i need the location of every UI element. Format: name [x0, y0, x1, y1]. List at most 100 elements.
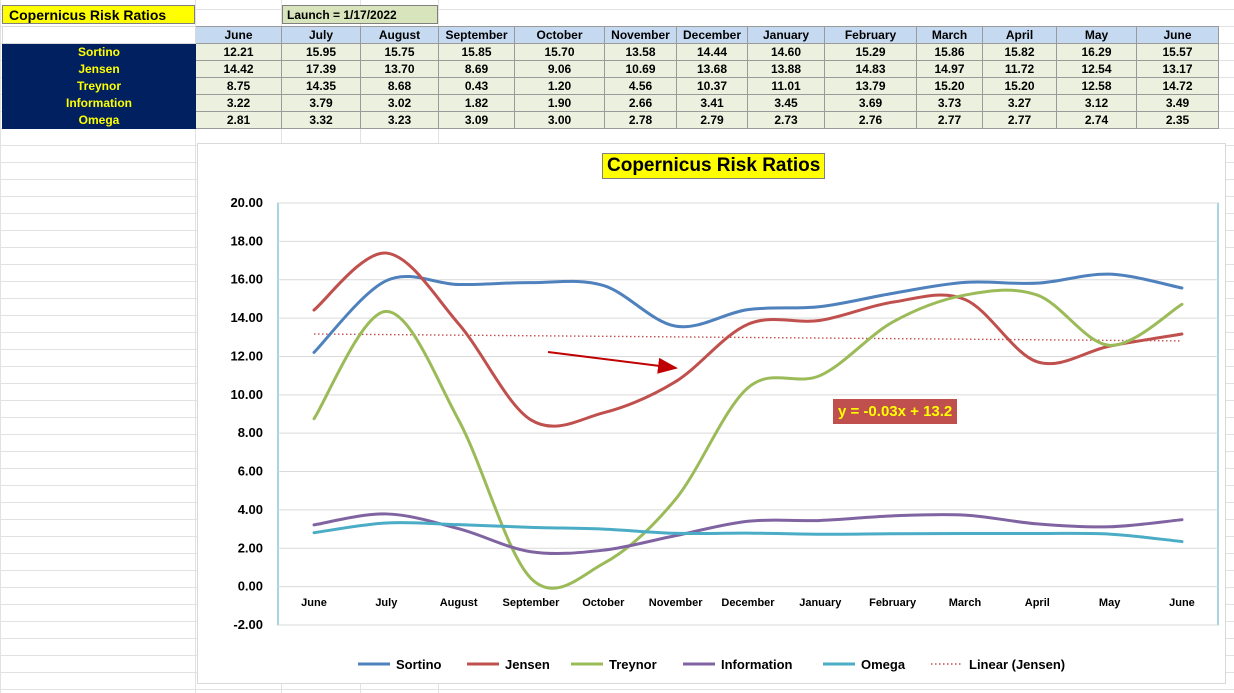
x-tick-label: September — [503, 597, 561, 609]
value-cell[interactable]: 15.70 — [514, 43, 605, 61]
value-cell[interactable]: 15.85 — [438, 43, 515, 61]
value-cell[interactable]: 13.17 — [1136, 60, 1219, 78]
value-cell[interactable]: 12.58 — [1056, 77, 1137, 95]
legend-label: Information — [721, 657, 793, 672]
value-cell[interactable]: 0.43 — [438, 77, 515, 95]
value-cell[interactable]: 1.90 — [514, 94, 605, 112]
trendline-jensen — [313, 333, 1182, 342]
month-header-cell[interactable]: June — [195, 26, 282, 44]
x-tick-label: March — [949, 597, 982, 609]
value-cell[interactable]: 3.00 — [514, 111, 605, 129]
month-header-cell[interactable]: November — [604, 26, 677, 44]
month-header-row: June July August September October November De… — [2, 26, 1219, 44]
value-cell[interactable]: 3.32 — [281, 111, 361, 129]
series-line-jensen — [312, 251, 1184, 428]
plot-area-border — [277, 202, 1219, 626]
y-tick-label: 0.00 — [238, 579, 263, 594]
value-cell[interactable]: 15.75 — [360, 43, 439, 61]
x-tick-label: November — [649, 597, 704, 609]
month-header-cell[interactable]: February — [824, 26, 917, 44]
table-row: Omega 2.81 3.32 3.23 3.09 3.00 2.78 2.79 2.73 2.7… — [2, 111, 1219, 129]
value-cell[interactable]: 3.23 — [360, 111, 439, 129]
value-cell[interactable]: 10.37 — [676, 77, 748, 95]
value-cell[interactable]: 2.74 — [1056, 111, 1137, 129]
value-cell[interactable]: 8.75 — [195, 77, 282, 95]
value-cell[interactable]: 3.22 — [195, 94, 282, 112]
month-header-cell[interactable]: October — [514, 26, 605, 44]
value-cell[interactable]: 2.81 — [195, 111, 282, 129]
value-cell[interactable]: 3.69 — [824, 94, 917, 112]
value-cell[interactable]: 16.29 — [1056, 43, 1137, 61]
y-tick-label: 8.00 — [238, 425, 263, 440]
x-tick-label: May — [1099, 597, 1121, 609]
table-row: Information 3.22 3.79 3.02 1.82 1.90 2.66 3.41 3… — [2, 94, 1219, 112]
value-cell[interactable]: 11.72 — [982, 60, 1057, 78]
value-cell[interactable]: 15.29 — [824, 43, 917, 61]
chart-area[interactable] — [197, 143, 1226, 684]
value-cell[interactable]: 2.35 — [1136, 111, 1219, 129]
x-tick-label: February — [869, 597, 917, 609]
month-header-cell[interactable]: June — [1136, 26, 1219, 44]
value-cell[interactable]: 13.68 — [676, 60, 748, 78]
series-line-sortino — [312, 272, 1184, 354]
month-header-cell[interactable]: January — [747, 26, 825, 44]
value-cell[interactable]: 3.02 — [360, 94, 439, 112]
value-cell[interactable]: 10.69 — [604, 60, 677, 78]
value-cell[interactable]: 13.70 — [360, 60, 439, 78]
value-cell[interactable]: 12.54 — [1056, 60, 1137, 78]
sheet-title-cell[interactable]: Copernicus Risk Ratios — [2, 5, 195, 24]
y-tick-label: 20.00 — [230, 195, 263, 210]
value-cell[interactable]: 15.20 — [916, 77, 983, 95]
series-line-treynor — [312, 288, 1184, 590]
y-tick-label: 14.00 — [230, 310, 263, 325]
value-cell[interactable]: 2.77 — [916, 111, 983, 129]
value-cell[interactable]: 11.01 — [747, 77, 825, 95]
month-header-cell[interactable]: September — [438, 26, 515, 44]
value-cell[interactable]: 2.79 — [676, 111, 748, 129]
series-line-omega — [312, 521, 1184, 544]
row-label-cell[interactable]: Omega — [2, 111, 196, 129]
month-header-cell[interactable]: December — [676, 26, 748, 44]
x-tick-label: July — [375, 597, 398, 609]
value-cell[interactable]: 14.97 — [916, 60, 983, 78]
y-tick-label: 4.00 — [238, 502, 263, 517]
value-cell[interactable]: 3.12 — [1056, 94, 1137, 112]
value-cell[interactable]: 3.45 — [747, 94, 825, 112]
legend-label: Jensen — [505, 657, 550, 672]
value-cell[interactable]: 2.73 — [747, 111, 825, 129]
value-cell[interactable]: 14.72 — [1136, 77, 1219, 95]
row-label-cell[interactable]: Jensen — [2, 60, 196, 78]
legend-label: Linear (Jensen) — [969, 657, 1065, 672]
value-cell[interactable]: 14.42 — [195, 60, 282, 78]
value-cell[interactable]: 17.39 — [281, 60, 361, 78]
table-row: Treynor 8.75 14.35 8.68 0.43 1.20 4.56 10.37 11.… — [2, 77, 1219, 95]
x-tick-label: June — [1169, 597, 1195, 609]
y-tick-label: 12.00 — [230, 348, 263, 363]
x-tick-label: December — [721, 597, 775, 609]
value-cell[interactable]: 2.77 — [982, 111, 1057, 129]
risk-ratios-table: June July August September October November De… — [2, 26, 1219, 129]
launch-date-cell[interactable]: Launch = 1/17/2022 — [282, 5, 438, 24]
x-tick-label: October — [582, 597, 625, 609]
value-cell[interactable]: 15.20 — [982, 77, 1057, 95]
value-cell[interactable]: 14.83 — [824, 60, 917, 78]
value-cell[interactable]: 15.86 — [916, 43, 983, 61]
series-line-information — [312, 512, 1184, 556]
trendline-equation-label: y = -0.03x + 13.2 — [833, 399, 958, 424]
legend-label: Omega — [861, 657, 906, 672]
y-tick-label: 16.00 — [230, 272, 263, 287]
y-tick-label: 18.00 — [230, 233, 263, 248]
x-tick-label: April — [1025, 597, 1050, 609]
value-cell[interactable]: 2.76 — [824, 111, 917, 129]
column-line — [195, 0, 196, 693]
value-cell[interactable]: 2.78 — [604, 111, 677, 129]
value-cell[interactable]: 3.41 — [676, 94, 748, 112]
y-tick-label: 10.00 — [230, 387, 263, 402]
annotation-arrow — [547, 351, 678, 374]
month-header-cell[interactable]: July — [281, 26, 361, 44]
legend-label: Sortino — [396, 657, 442, 672]
y-tick-label: -2.00 — [233, 617, 263, 632]
y-tick-label: 2.00 — [238, 540, 263, 555]
x-tick-label: June — [301, 597, 327, 609]
